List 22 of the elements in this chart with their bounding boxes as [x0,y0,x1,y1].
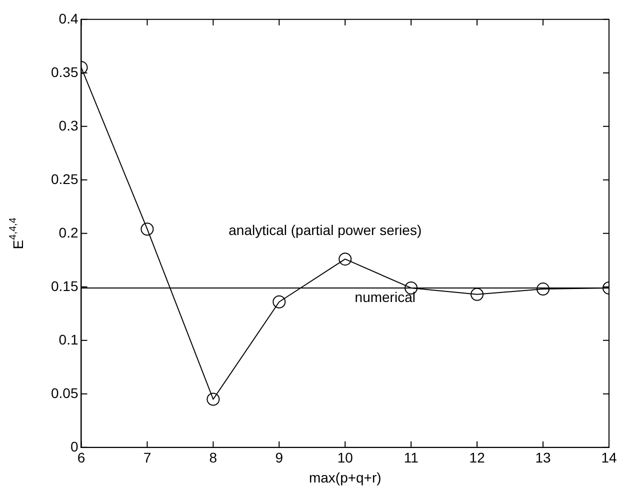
y-axis-title: E4,4,4 [8,217,26,250]
y-tick-label: 0.4 [58,10,78,26]
x-tick-label: 14 [601,450,617,466]
y-tick-label: 0.2 [58,224,78,240]
x-tick-label: 9 [275,450,284,466]
x-tick-label: 11 [404,450,419,466]
y-tick-label: 0.15 [51,278,78,294]
y-tick-label: 0.35 [51,64,78,80]
series-label: numerical [354,288,416,305]
y-tick-label: 0.3 [58,117,78,134]
x-tick-label: 10 [337,450,354,466]
text: analytical (partial power series) [228,222,422,238]
x-tick-label: 8 [209,450,218,466]
y-tick-label: 0.05 [51,384,78,401]
x-tick-label: 7 [143,450,152,466]
x-tick-label: 12 [469,450,486,466]
y-tick-label: 0 [70,438,78,454]
y-tick-label: 0.1 [58,331,78,348]
y-tick-label: 0.25 [51,170,78,187]
x-tick-label: 6 [77,450,86,466]
x-axis-title: max(p+q+r) [308,469,382,486]
x-tick-label: 13 [535,450,552,466]
